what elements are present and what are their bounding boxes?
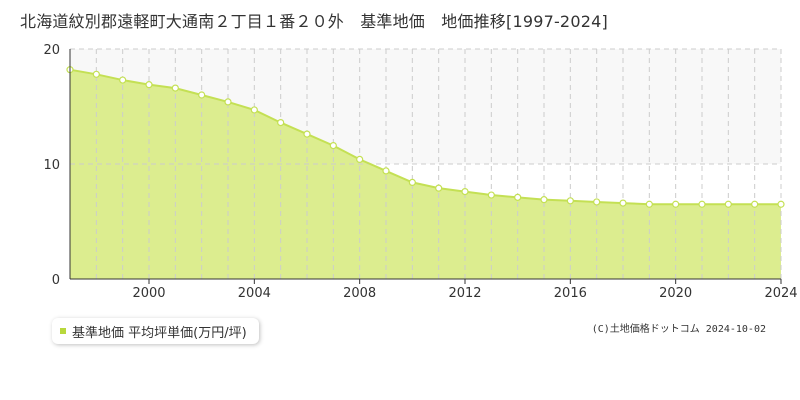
data-point: [435, 184, 443, 192]
legend: 基準地価 平均坪単価(万円/坪): [52, 318, 259, 344]
data-point: [645, 200, 653, 208]
x-tick-label: 2016: [554, 286, 587, 301]
data-point: [540, 196, 548, 204]
x-tick-label: 2024: [764, 286, 797, 301]
y-tick-label: 10: [43, 158, 60, 173]
data-point: [171, 84, 179, 92]
data-point: [619, 199, 627, 207]
data-point: [593, 198, 601, 206]
legend-swatch: [60, 328, 66, 334]
data-point: [514, 193, 522, 201]
x-tick-label: 2004: [238, 286, 271, 301]
data-point: [751, 200, 759, 208]
legend-label: 基準地価 平均坪単価(万円/坪): [72, 325, 247, 341]
data-point: [303, 130, 311, 138]
y-tick-label: 0: [52, 273, 60, 288]
series-area: [70, 69, 781, 279]
data-point: [329, 142, 337, 150]
series-line: [69, 68, 781, 206]
copyright-text: (C)土地価格ドットコム 2024-10-02: [591, 324, 766, 335]
data-point: [356, 155, 364, 163]
x-tick-label: 2008: [343, 286, 376, 301]
data-point: [92, 70, 100, 78]
data-point: [224, 98, 232, 106]
data-point: [119, 76, 127, 84]
data-point: [250, 106, 258, 114]
x-tick-label: 2012: [448, 286, 481, 301]
x-tick-label: 2000: [132, 286, 165, 301]
data-point: [566, 197, 574, 205]
data-point: [777, 200, 785, 208]
data-point: [277, 118, 285, 127]
data-point: [382, 167, 390, 175]
data-point: [198, 91, 206, 99]
chart-title: 北海道紋別郡遠軽町大通南２丁目１番２０外 基準地価 地価推移[1997-2024…: [20, 12, 608, 31]
data-point: [724, 200, 732, 208]
data-point: [461, 188, 469, 196]
data-point: [487, 191, 495, 199]
data-point: [698, 200, 706, 208]
x-tick-label: 2020: [659, 286, 692, 301]
y-tick-label: 20: [43, 43, 60, 58]
data-point: [145, 81, 153, 89]
data-point: [408, 178, 416, 186]
data-point: [672, 200, 680, 208]
